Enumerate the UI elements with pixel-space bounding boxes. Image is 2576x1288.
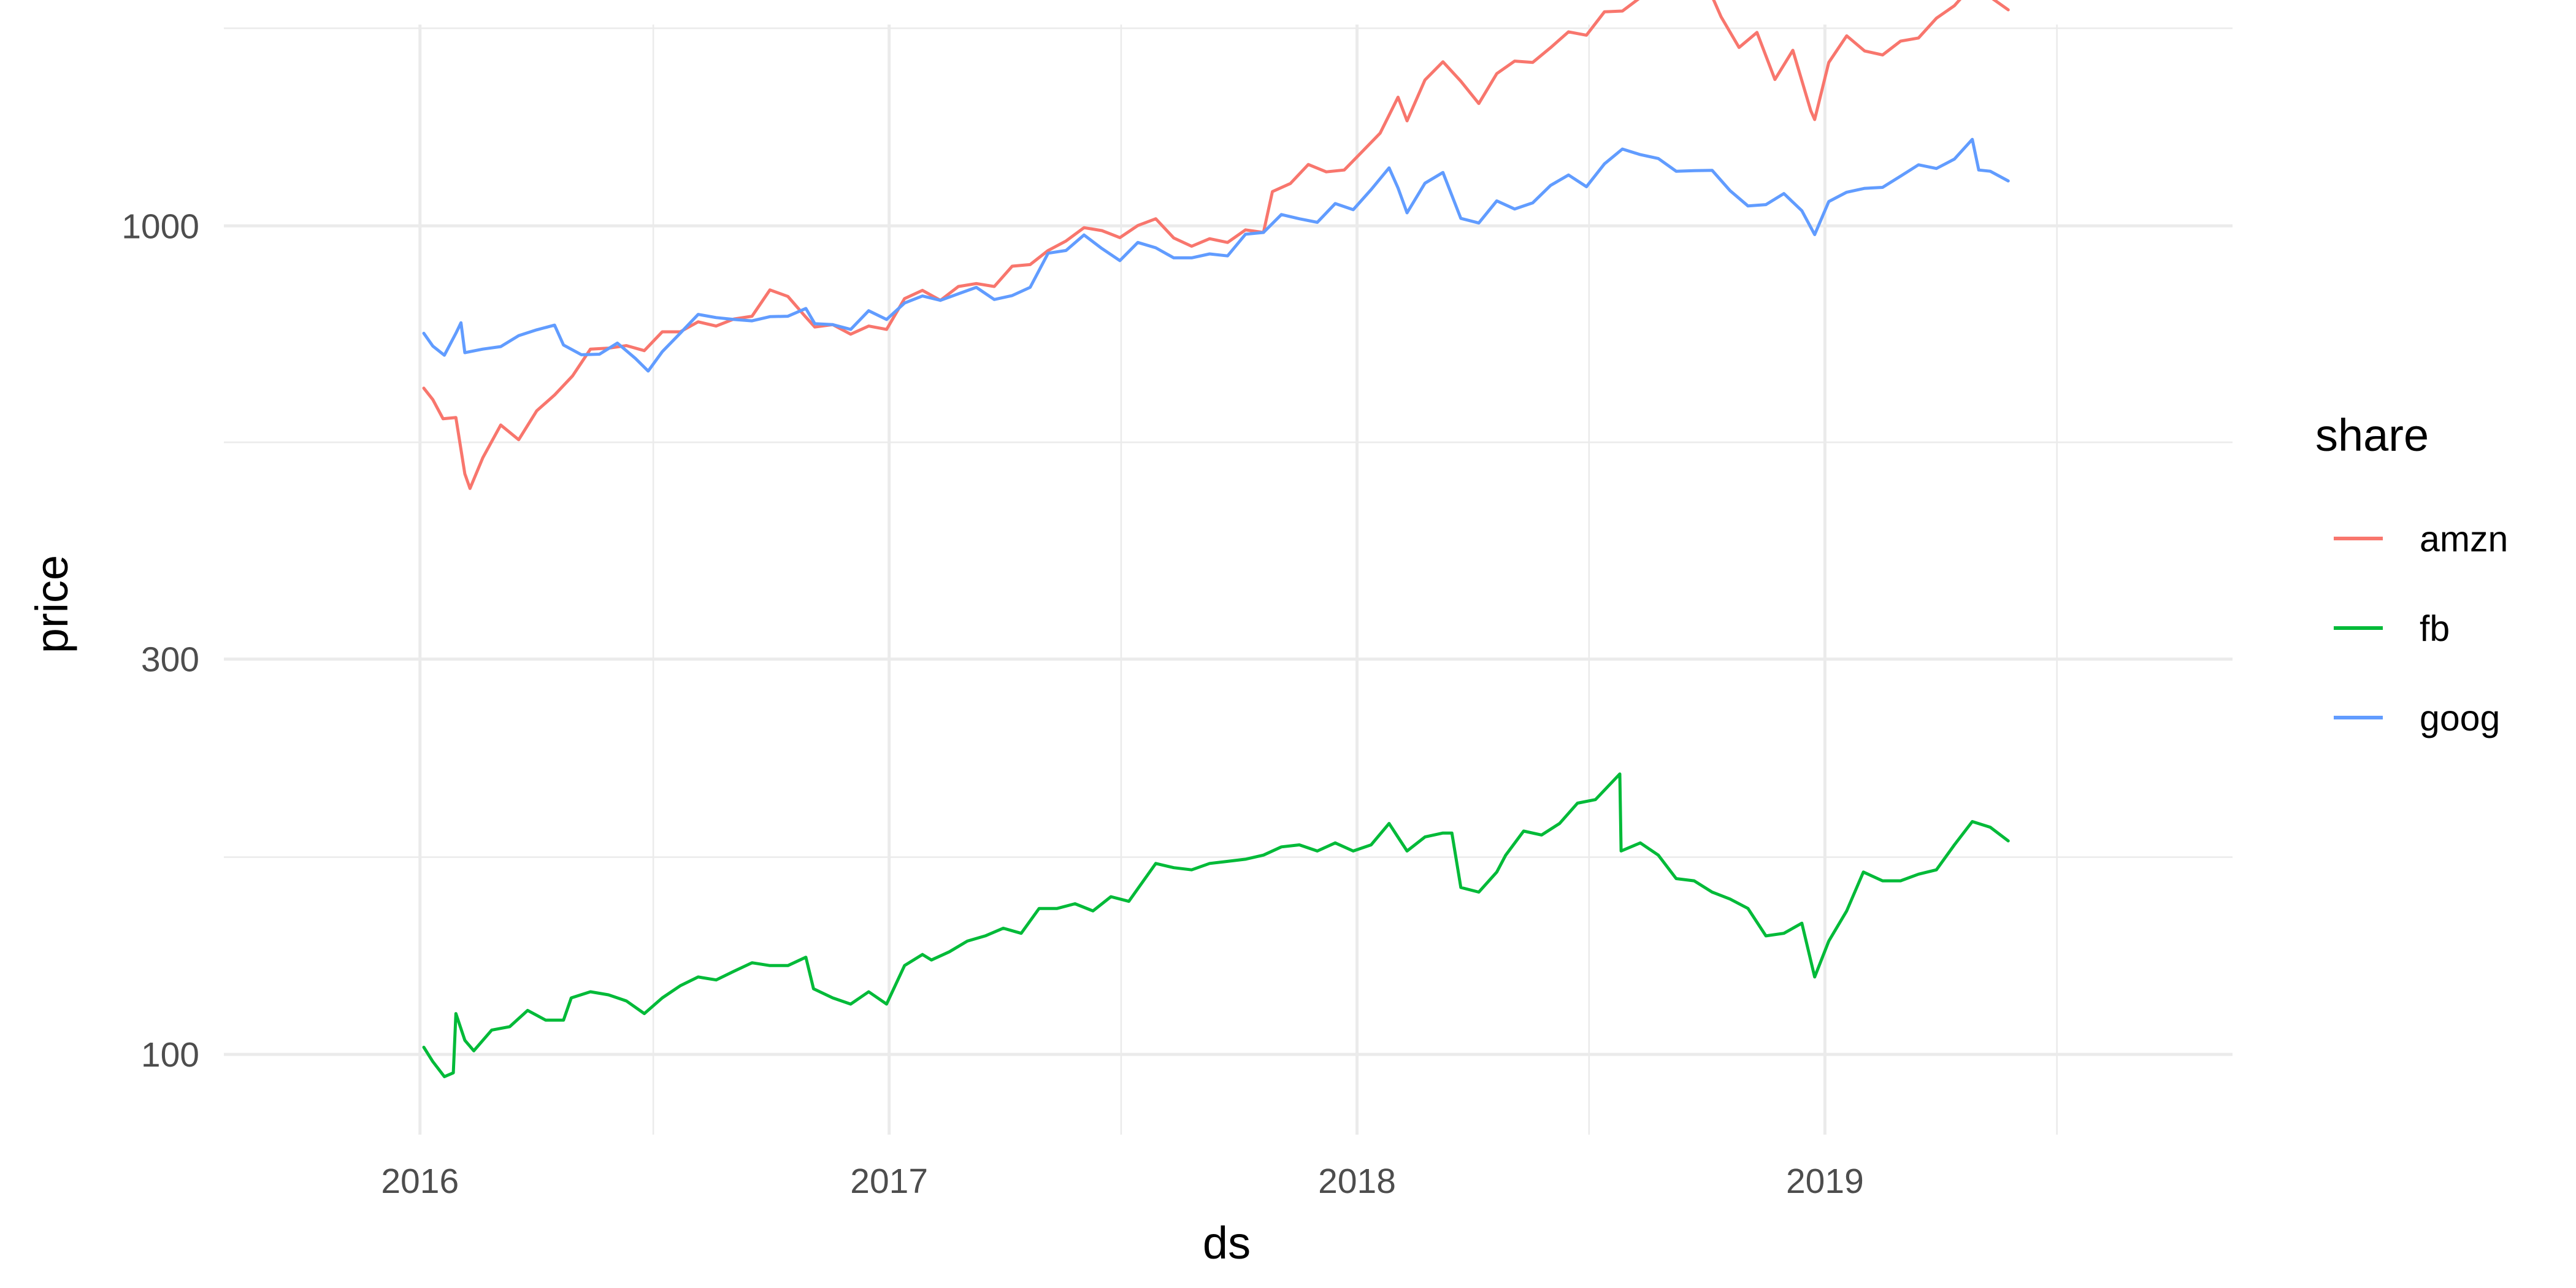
y-axis-tick-labels: 100 300 1000 [121,207,199,1075]
x-tick-label: 2016 [381,1162,459,1201]
x-axis-tick-labels: 2016 2017 2018 2019 [381,1162,1863,1201]
gridlines [224,25,2233,1135]
legend-label-amzn: amzn [2420,519,2508,559]
series-lines [422,0,2010,1078]
y-tick-label: 300 [141,640,199,680]
y-tick-label: 100 [141,1035,199,1075]
x-tick-label: 2019 [1786,1162,1864,1201]
y-tick-label: 1000 [121,207,199,246]
x-axis-title: ds [1203,1217,1251,1268]
y-axis-title: price [26,555,77,653]
series-line-amzn [422,0,2010,490]
x-tick-label: 2018 [1318,1162,1396,1201]
series-line-fb [422,772,2010,1078]
series-line-goog [422,137,2010,373]
legend-items: amzn fb goog [2334,519,2508,738]
legend: share amzn fb goog [2315,410,2508,738]
legend-title: share [2315,410,2429,461]
legend-label-fb: fb [2420,608,2450,649]
legend-label-goog: goog [2420,698,2500,738]
x-tick-label: 2017 [850,1162,928,1201]
